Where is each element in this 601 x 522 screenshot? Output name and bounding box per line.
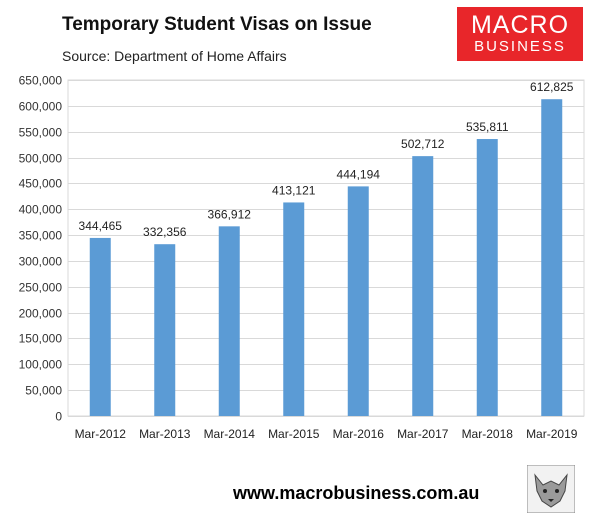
bar (541, 99, 563, 416)
x-tick-label: Mar-2017 (397, 427, 449, 441)
y-tick-label: 600,000 (19, 100, 63, 114)
y-tick-label: 650,000 (19, 74, 63, 88)
macrobusiness-logo: MACRO BUSINESS (457, 7, 583, 61)
x-tick-label: Mar-2013 (139, 427, 191, 441)
y-tick-label: 400,000 (19, 203, 63, 217)
bar (476, 139, 498, 417)
chart-title: Temporary Student Visas on Issue (62, 14, 372, 35)
bar (412, 156, 434, 416)
y-tick-label: 150,000 (19, 332, 63, 346)
logo-line-1: MACRO (470, 11, 570, 39)
logo-line-2: BUSINESS (474, 38, 566, 55)
data-label: 366,912 (208, 207, 252, 221)
y-tick-label: 250,000 (19, 281, 63, 295)
website-url: www.macrobusiness.com.au (233, 483, 480, 503)
y-tick-label: 100,000 (19, 358, 63, 372)
bar (347, 186, 369, 416)
y-tick-label: 50,000 (25, 384, 62, 398)
x-tick-label: Mar-2014 (204, 427, 256, 441)
data-label: 444,194 (337, 167, 381, 181)
data-label: 413,121 (272, 183, 316, 197)
data-label: 612,825 (530, 80, 574, 94)
y-tick-label: 300,000 (19, 255, 63, 269)
bar (154, 244, 176, 416)
y-tick-label: 0 (55, 410, 62, 424)
bar (89, 237, 111, 416)
x-tick-label: Mar-2012 (75, 427, 127, 441)
x-tick-label: Mar-2015 (268, 427, 320, 441)
bar (218, 226, 240, 416)
y-tick-label: 550,000 (19, 126, 63, 140)
bar (283, 202, 305, 416)
y-tick-label: 450,000 (19, 177, 63, 191)
wolf-icon (527, 465, 575, 513)
y-tick-label: 350,000 (19, 229, 63, 243)
x-tick-label: Mar-2016 (333, 427, 385, 441)
data-label: 344,465 (79, 219, 123, 233)
data-label: 502,712 (401, 137, 445, 151)
x-tick-label: Mar-2018 (462, 427, 514, 441)
y-tick-label: 500,000 (19, 152, 63, 166)
chart-source: Source: Department of Home Affairs (62, 48, 287, 64)
data-label: 332,356 (143, 225, 187, 239)
y-tick-label: 200,000 (19, 307, 63, 321)
x-tick-label: Mar-2019 (526, 427, 578, 441)
data-label: 535,811 (466, 120, 509, 134)
